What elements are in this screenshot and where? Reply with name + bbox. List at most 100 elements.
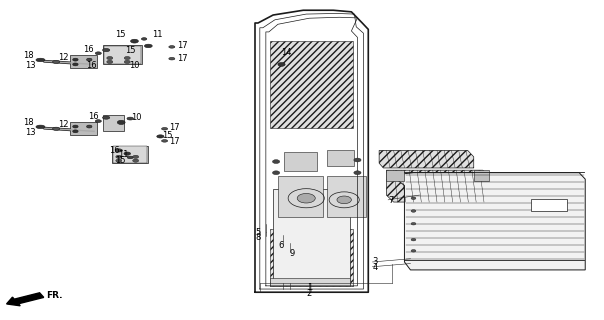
Text: 17: 17 — [177, 41, 188, 51]
Ellipse shape — [124, 152, 130, 155]
Circle shape — [107, 56, 113, 60]
Text: 15: 15 — [115, 156, 126, 164]
Text: 10: 10 — [129, 60, 140, 69]
Text: 16: 16 — [109, 146, 120, 155]
Circle shape — [124, 60, 130, 63]
Ellipse shape — [86, 58, 92, 61]
Text: 13: 13 — [25, 128, 36, 137]
Text: 18: 18 — [23, 51, 34, 60]
Text: 2: 2 — [307, 289, 312, 298]
FancyBboxPatch shape — [474, 170, 489, 181]
Text: 16: 16 — [86, 60, 97, 69]
Ellipse shape — [144, 44, 152, 48]
Circle shape — [116, 159, 122, 162]
Text: 1: 1 — [307, 283, 312, 292]
Circle shape — [133, 155, 139, 158]
FancyBboxPatch shape — [103, 45, 143, 64]
Text: 10: 10 — [132, 113, 142, 122]
Text: 14: 14 — [281, 48, 291, 58]
Ellipse shape — [141, 38, 147, 40]
Text: 17: 17 — [170, 137, 180, 146]
Circle shape — [411, 238, 416, 241]
FancyBboxPatch shape — [284, 152, 317, 171]
Ellipse shape — [169, 57, 175, 60]
Circle shape — [337, 196, 352, 204]
Circle shape — [124, 56, 130, 60]
Ellipse shape — [115, 149, 123, 152]
Ellipse shape — [86, 125, 92, 128]
FancyBboxPatch shape — [531, 199, 567, 211]
Text: 16: 16 — [83, 44, 94, 54]
Text: FR.: FR. — [46, 291, 62, 300]
Ellipse shape — [169, 46, 175, 48]
Circle shape — [107, 60, 113, 63]
Ellipse shape — [278, 62, 285, 66]
Ellipse shape — [127, 117, 133, 120]
Polygon shape — [387, 170, 490, 202]
FancyBboxPatch shape — [112, 146, 149, 163]
FancyBboxPatch shape — [70, 55, 97, 68]
Ellipse shape — [36, 58, 45, 62]
FancyBboxPatch shape — [327, 176, 367, 217]
Ellipse shape — [157, 135, 164, 138]
Text: 17: 17 — [170, 123, 180, 132]
Text: 16: 16 — [88, 112, 98, 121]
Ellipse shape — [162, 140, 168, 142]
Ellipse shape — [72, 125, 78, 128]
Circle shape — [411, 210, 416, 212]
Ellipse shape — [95, 52, 101, 55]
Circle shape — [272, 171, 280, 175]
Circle shape — [354, 171, 361, 175]
Text: 15: 15 — [162, 131, 173, 140]
Circle shape — [411, 222, 416, 225]
Circle shape — [272, 160, 280, 164]
Polygon shape — [379, 150, 474, 168]
FancyArrow shape — [7, 293, 43, 306]
Circle shape — [116, 155, 122, 158]
Text: 6: 6 — [279, 241, 284, 250]
Text: 3: 3 — [373, 258, 378, 267]
Ellipse shape — [53, 127, 60, 130]
Text: 4: 4 — [373, 263, 378, 272]
Ellipse shape — [127, 156, 133, 159]
Circle shape — [354, 158, 361, 162]
FancyBboxPatch shape — [270, 41, 353, 128]
Ellipse shape — [53, 60, 60, 63]
Text: 11: 11 — [118, 150, 129, 159]
Ellipse shape — [36, 125, 45, 129]
Circle shape — [411, 197, 416, 199]
Text: 15: 15 — [126, 46, 136, 55]
Ellipse shape — [72, 63, 78, 66]
FancyBboxPatch shape — [114, 146, 147, 163]
Text: 8: 8 — [255, 233, 261, 242]
Text: 13: 13 — [25, 61, 36, 70]
Ellipse shape — [72, 58, 78, 61]
Text: 7: 7 — [388, 196, 394, 205]
FancyBboxPatch shape — [270, 228, 353, 286]
Text: 12: 12 — [58, 120, 68, 129]
Ellipse shape — [162, 127, 168, 130]
Text: 17: 17 — [177, 53, 188, 62]
Text: 5: 5 — [255, 228, 261, 237]
Ellipse shape — [130, 39, 138, 43]
Text: 9: 9 — [290, 249, 295, 258]
FancyBboxPatch shape — [327, 150, 355, 166]
Ellipse shape — [95, 120, 101, 123]
FancyBboxPatch shape — [70, 122, 97, 134]
Ellipse shape — [117, 120, 125, 124]
FancyBboxPatch shape — [278, 176, 323, 217]
Text: 11: 11 — [153, 30, 163, 39]
Text: 18: 18 — [23, 118, 34, 127]
FancyBboxPatch shape — [273, 189, 350, 284]
FancyBboxPatch shape — [104, 46, 141, 64]
FancyBboxPatch shape — [103, 116, 124, 131]
Circle shape — [297, 194, 315, 203]
Text: 12: 12 — [58, 53, 68, 62]
Circle shape — [133, 159, 139, 162]
FancyBboxPatch shape — [387, 170, 405, 181]
Ellipse shape — [72, 130, 78, 133]
Polygon shape — [399, 173, 585, 270]
FancyBboxPatch shape — [270, 278, 350, 286]
Circle shape — [411, 250, 416, 252]
Ellipse shape — [103, 49, 110, 52]
